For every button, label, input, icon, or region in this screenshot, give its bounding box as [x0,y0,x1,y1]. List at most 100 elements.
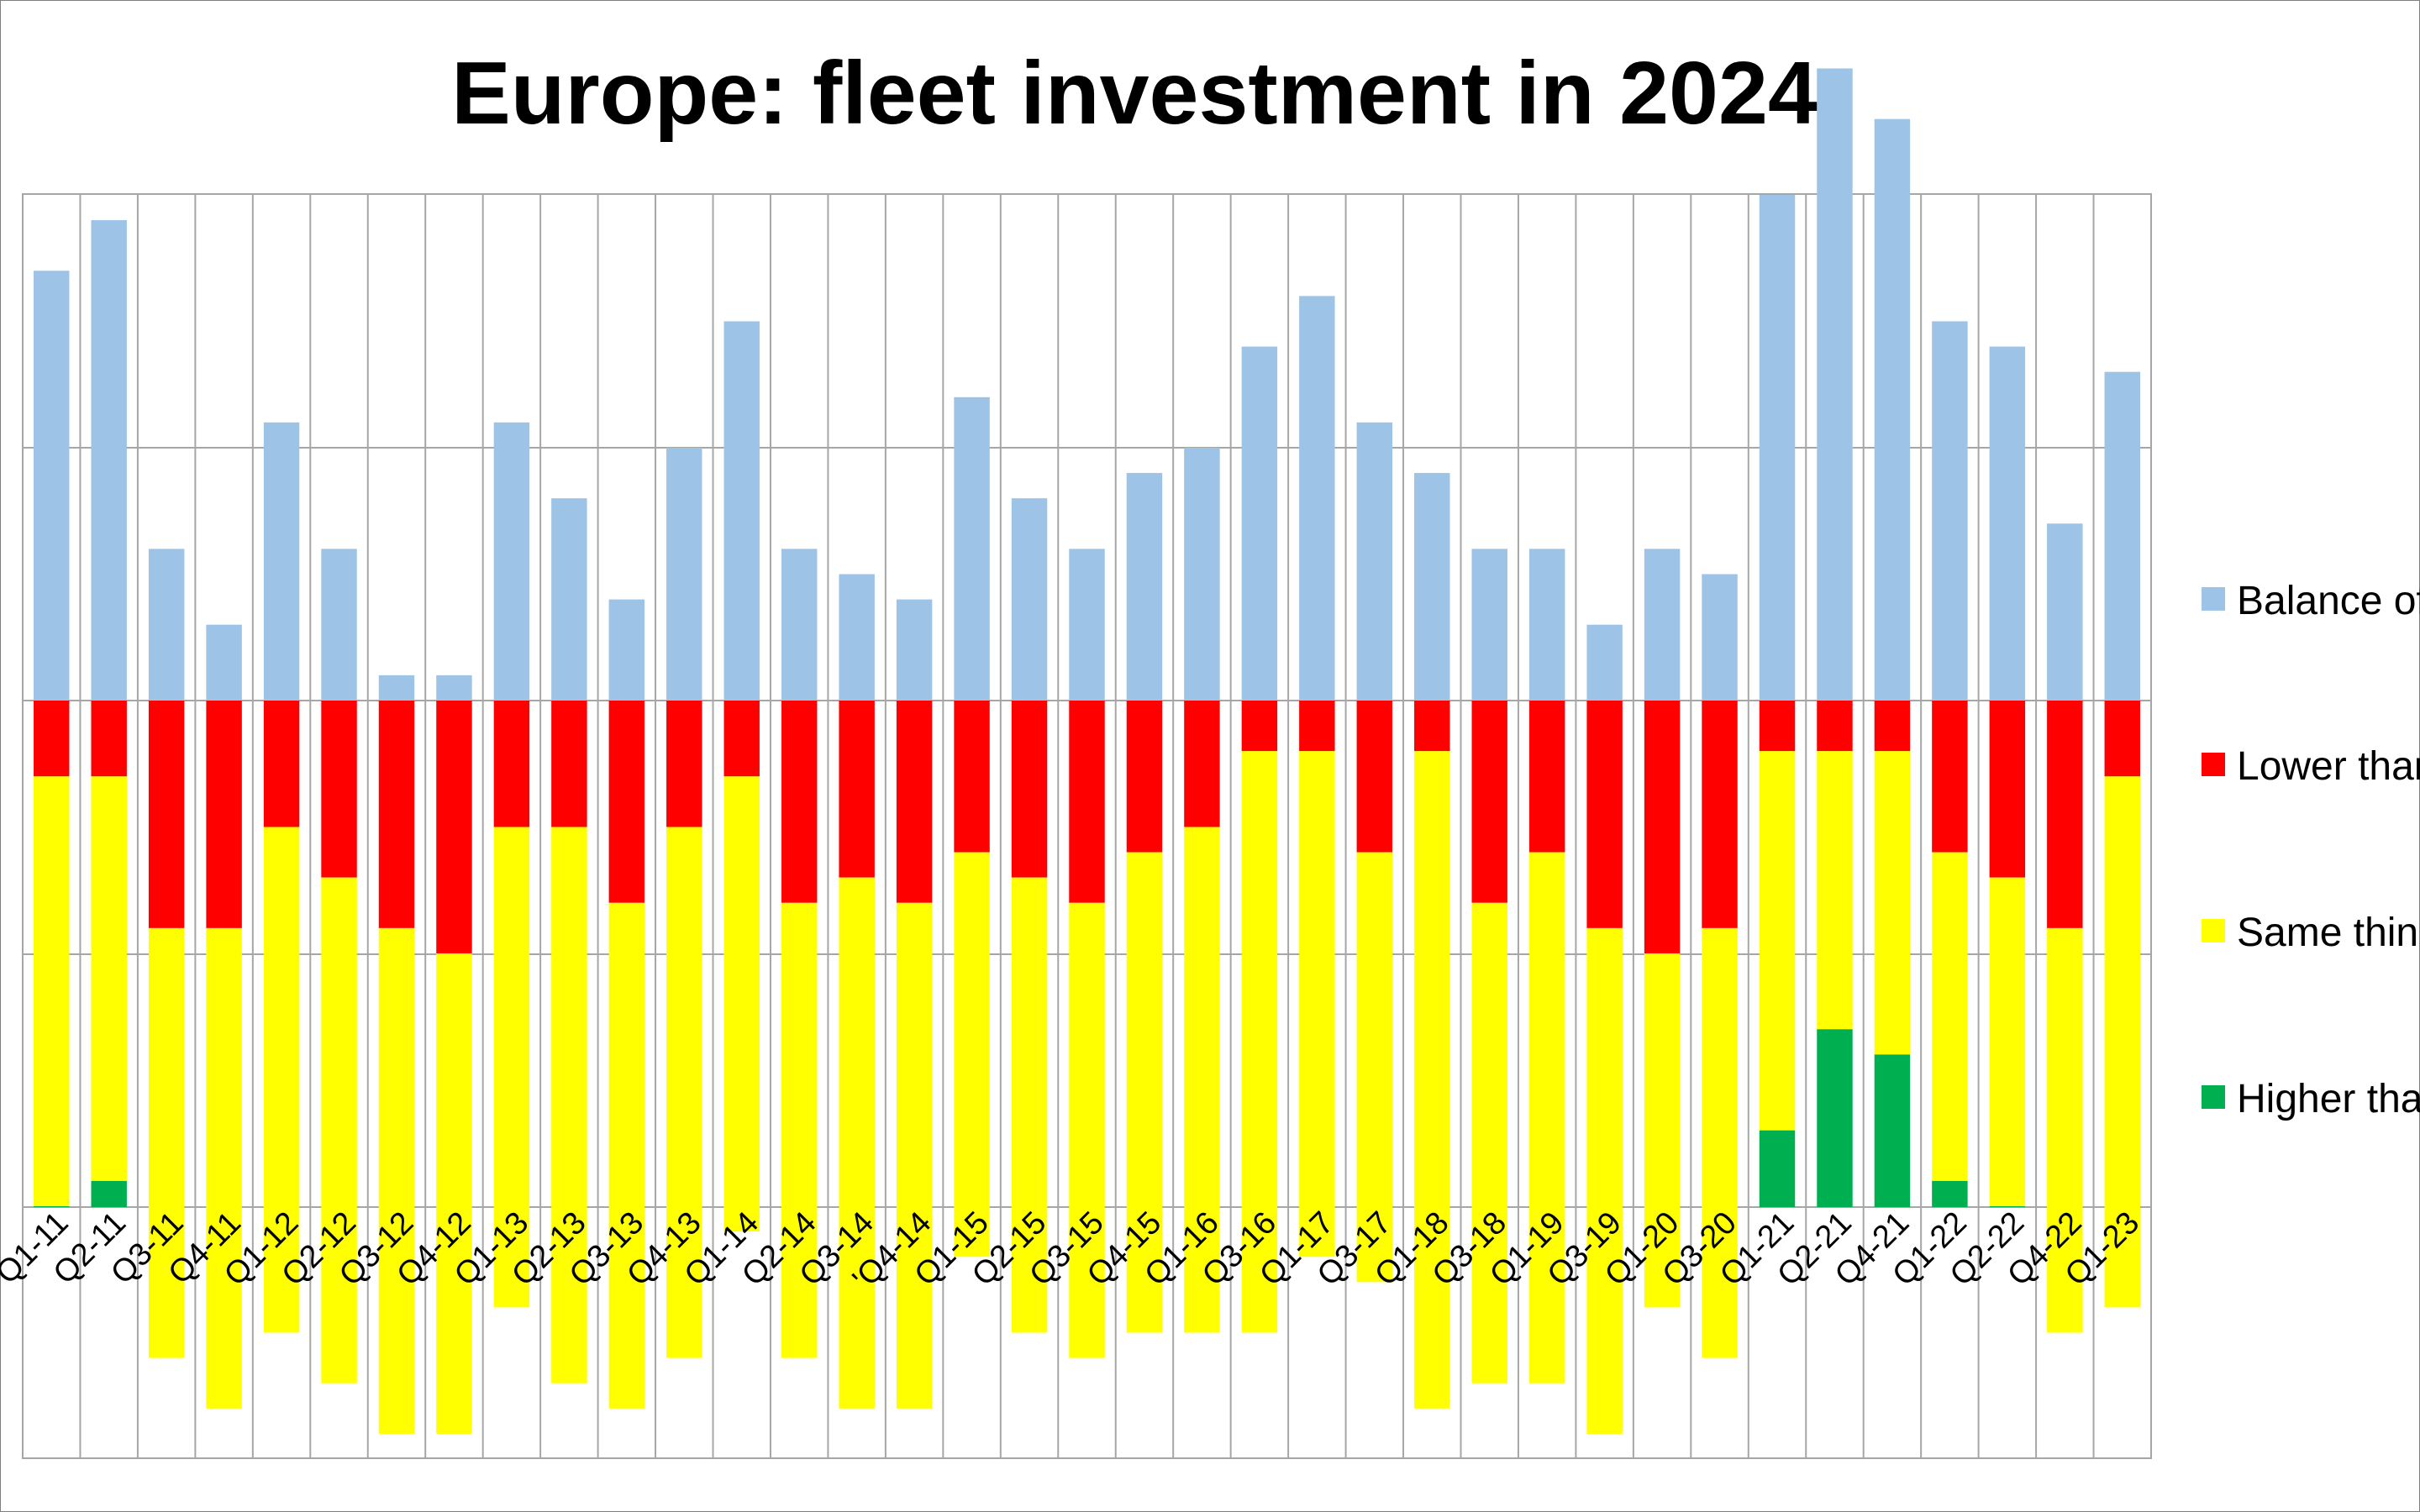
bar-balance-of-opinion [1069,549,1105,701]
bar-lower-than-last-year [1184,701,1220,827]
bar-lower-than-last-year [1932,701,1968,853]
bar-lower-than-last-year [1471,701,1507,903]
bar-balance-of-opinion [206,624,242,701]
bar-lower-than-last-year [896,701,933,903]
bar-lower-than-last-year [2104,701,2140,777]
bar-same-thing [1932,852,1968,1181]
bar-same-thing [2047,927,2083,1333]
bar-balance-of-opinion [263,422,300,701]
bar-balance-of-opinion [1241,346,1278,701]
bar-higher-than-last-year [1932,1180,1968,1207]
bar-balance-of-opinion [148,549,185,701]
bar-higher-than-last-year [1759,1130,1796,1207]
bar-same-thing [1528,852,1565,1383]
bar-lower-than-last-year [723,701,760,777]
bar-higher-than-last-year [1874,1054,1911,1207]
bar-lower-than-last-year [666,701,702,827]
bar-balance-of-opinion [1817,68,1853,701]
bar-same-thing [206,927,242,1409]
bar-lower-than-last-year [436,701,472,953]
bar-lower-than-last-year [1011,701,1048,878]
bar-lower-than-last-year [551,701,587,827]
bar-higher-than-last-year [34,1206,70,1207]
bar-balance-of-opinion [2104,371,2140,701]
bar-balance-of-opinion [723,321,760,701]
bar-same-thing [1471,902,1507,1383]
bar-balance-of-opinion [551,498,587,701]
bar-lower-than-last-year [1874,701,1911,752]
bar-balance-of-opinion [321,549,357,701]
legend-label: Balance of opinion [2237,579,2420,623]
bar-balance-of-opinion [1356,422,1393,701]
bar-same-thing [1241,751,1278,1333]
bar-balance-of-opinion [1759,195,1796,701]
plot-area [22,193,2152,1459]
bar-lower-than-last-year [263,701,300,827]
bar-same-thing [321,877,357,1383]
bar-same-thing [781,902,818,1358]
bar-balance-of-opinion [1184,448,1220,701]
bar-balance-of-opinion [436,675,472,701]
bar-same-thing [2104,776,2140,1308]
legend-label: Same thing [2237,911,2420,955]
bar-balance-of-opinion [1932,321,1968,701]
legend-swatch [2202,753,2225,776]
bar-lower-than-last-year [839,701,875,878]
legend-swatch [2202,1085,2225,1109]
bar-same-thing [1011,877,1048,1333]
bar-lower-than-last-year [206,701,242,928]
bar-lower-than-last-year [493,701,530,827]
bar-balance-of-opinion [1644,549,1681,701]
bar-balance-of-opinion [493,422,530,701]
bar-lower-than-last-year [1528,701,1565,853]
bar-same-thing [551,827,587,1383]
legend-swatch [2202,919,2225,942]
bar-higher-than-last-year [1817,1029,1853,1207]
bar-lower-than-last-year [378,701,415,928]
bar-lower-than-last-year [1817,701,1853,752]
bar-balance-of-opinion [839,574,875,701]
bar-lower-than-last-year [954,701,990,853]
bar-balance-of-opinion [1299,296,1335,701]
bar-same-thing [1874,751,1911,1055]
bar-higher-than-last-year [1989,1206,2026,1207]
bar-same-thing [1184,827,1220,1333]
bar-balance-of-opinion [91,220,127,701]
bar-same-thing [723,776,760,1232]
bar-same-thing [839,877,875,1409]
bar-balance-of-opinion [2047,523,2083,701]
legend-label: Higher than last year [2237,1077,2420,1121]
bar-lower-than-last-year [1989,701,2026,878]
bar-balance-of-opinion [666,448,702,701]
bar-lower-than-last-year [321,701,357,878]
bar-lower-than-last-year [148,701,185,928]
bar-balance-of-opinion [1011,498,1048,701]
bar-lower-than-last-year [1414,701,1450,752]
bar-lower-than-last-year [1356,701,1393,853]
bar-balance-of-opinion [1471,549,1507,701]
bar-same-thing [1817,751,1853,1030]
bar-lower-than-last-year [1241,701,1278,752]
bar-lower-than-last-year [1299,701,1335,752]
bar-lower-than-last-year [34,701,70,777]
bar-lower-than-last-year [1586,701,1623,928]
bar-same-thing [1299,751,1335,1257]
bar-balance-of-opinion [608,599,645,701]
bar-same-thing [1356,852,1393,1283]
bar-balance-of-opinion [1874,118,1911,701]
bar-same-thing [1759,751,1796,1131]
legend-swatch [2202,587,2225,611]
bar-same-thing [1126,852,1163,1333]
bar-lower-than-last-year [781,701,818,903]
bar-same-thing [1644,953,1681,1308]
bar-lower-than-last-year [1759,701,1796,752]
bar-same-thing [1989,877,2026,1206]
bar-same-thing [493,827,530,1308]
bar-balance-of-opinion [1414,473,1450,701]
bar-same-thing [34,776,70,1206]
bar-lower-than-last-year [1702,701,1738,928]
bar-balance-of-opinion [1702,574,1738,701]
chart-title: Europe: fleet investment in 2024 [451,44,1818,143]
bar-balance-of-opinion [378,675,415,701]
